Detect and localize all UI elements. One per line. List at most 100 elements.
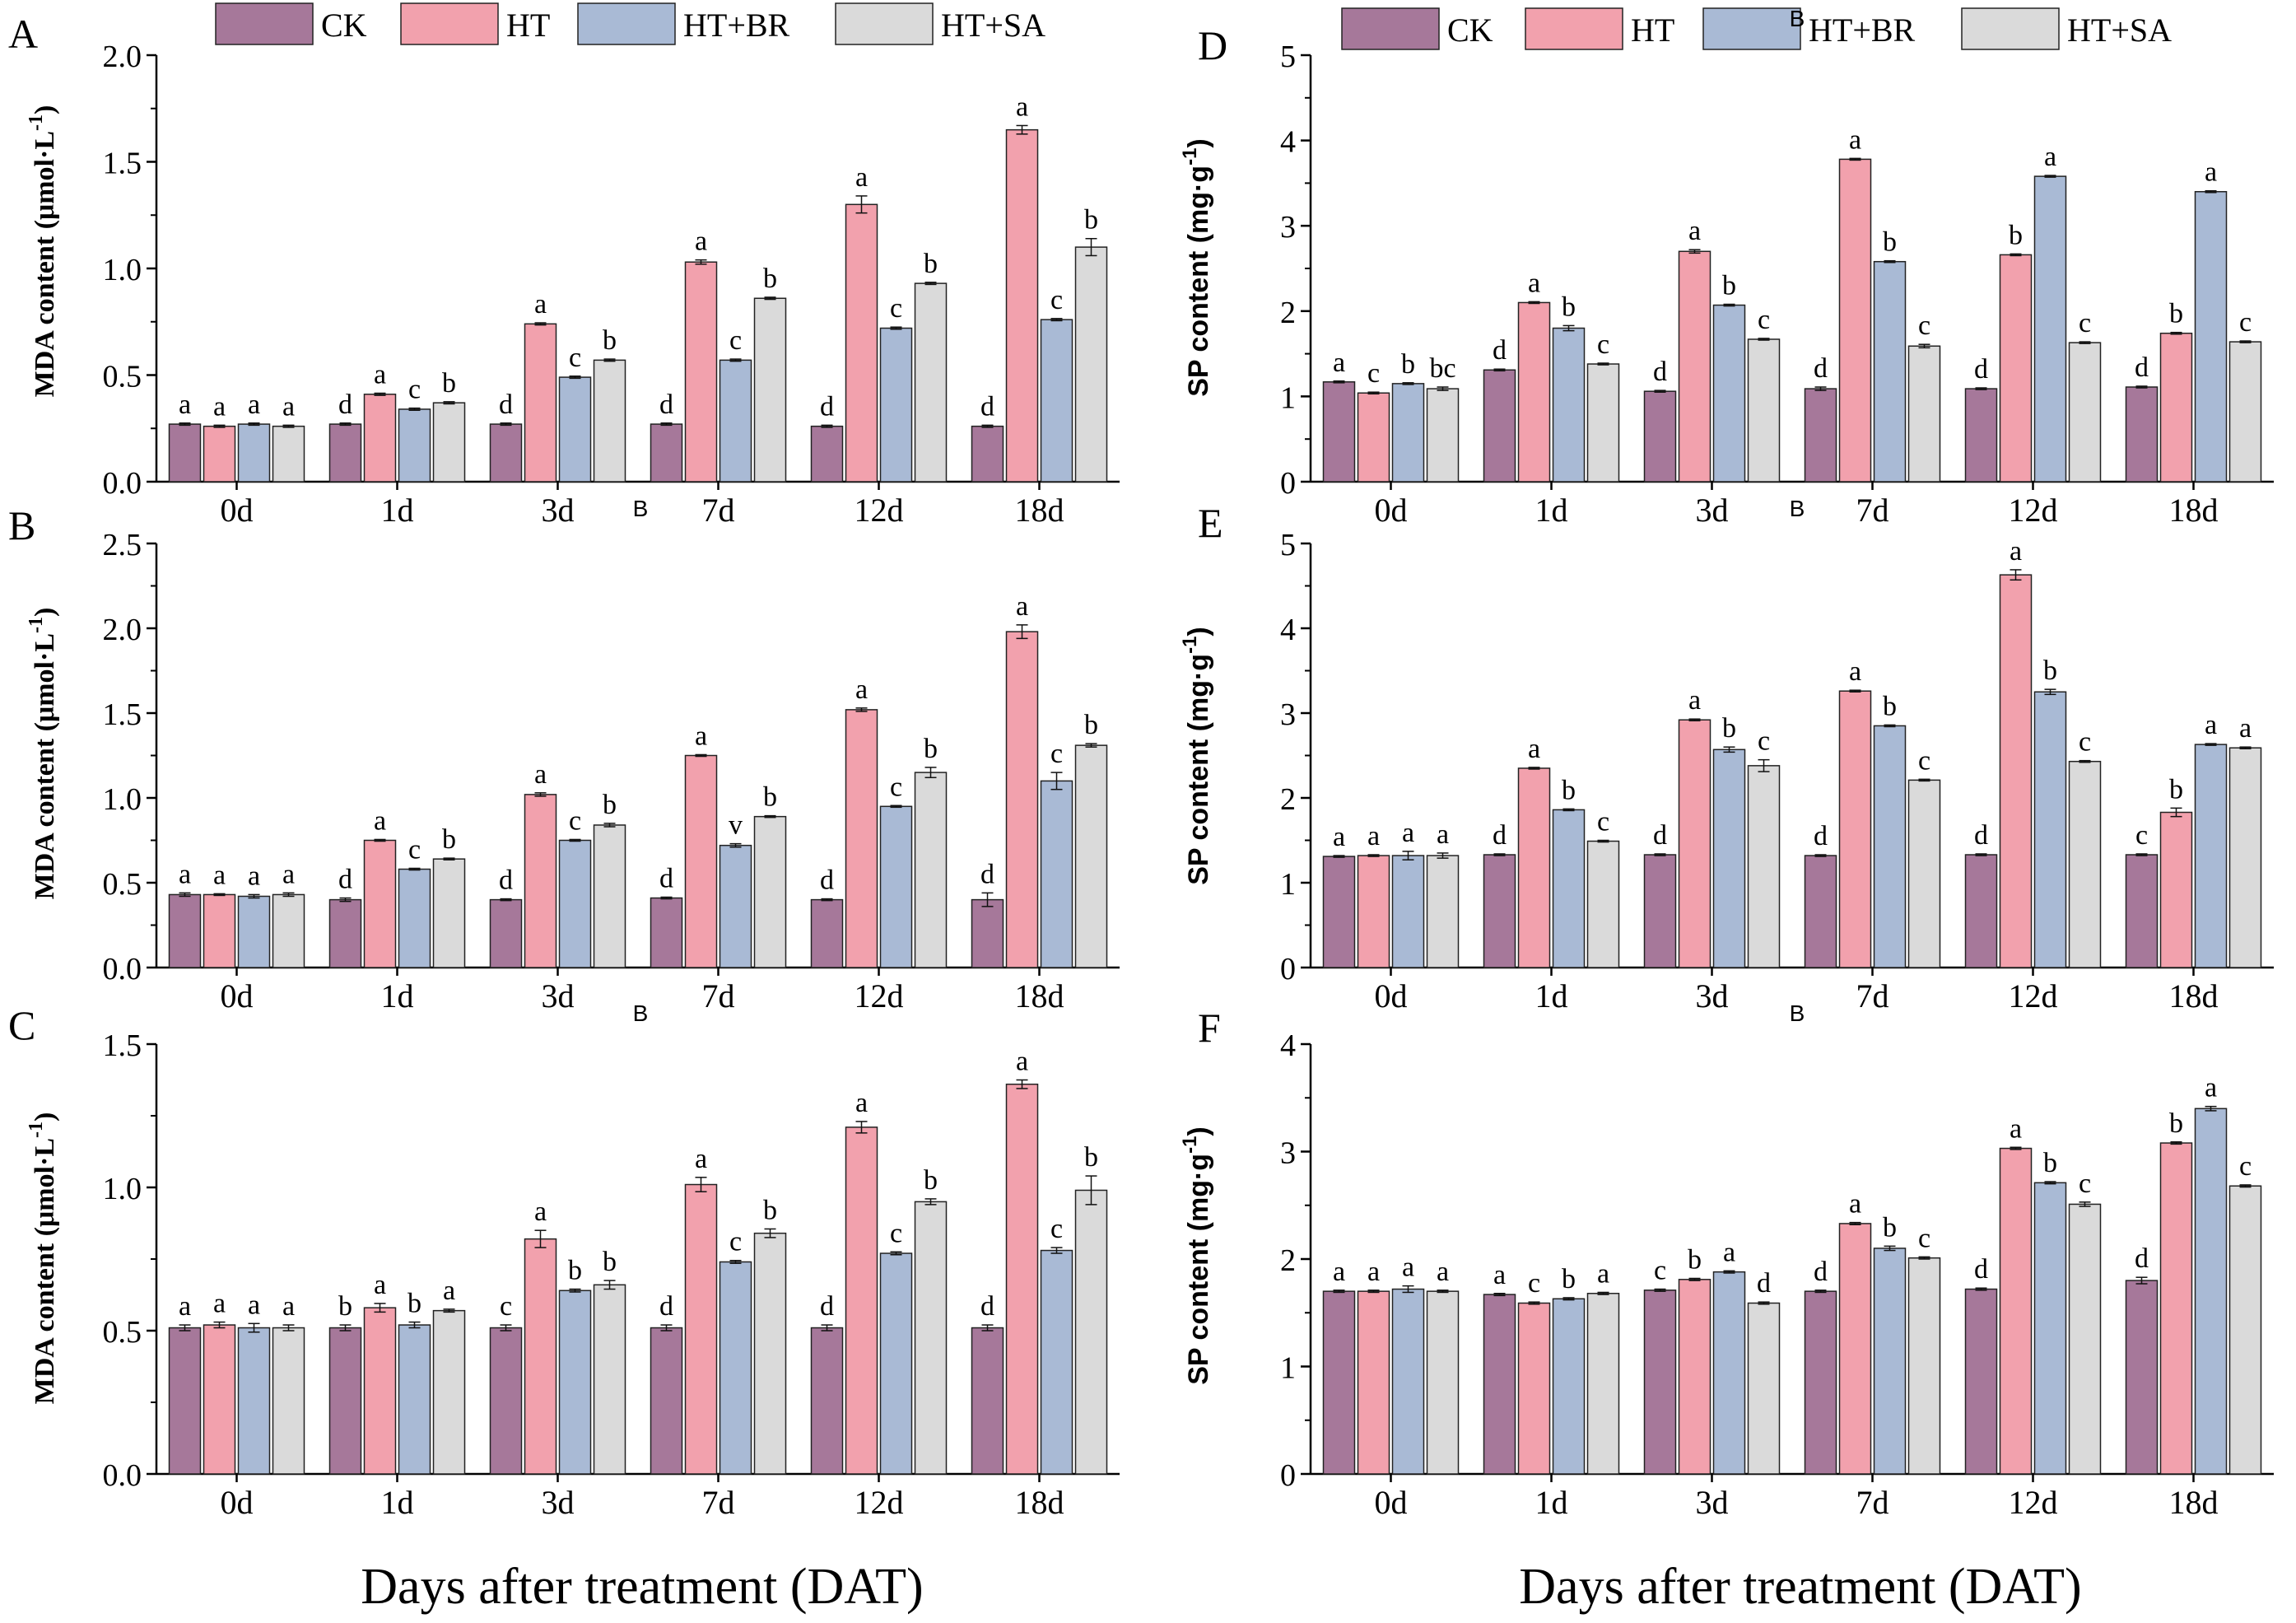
bar-ck-7d [650, 1327, 683, 1475]
bar-ht-br-12d [2033, 175, 2067, 483]
x-tick-label: 3d [1696, 1484, 1729, 1521]
significance-letter: a [855, 162, 868, 193]
bar-ht-sa-1d [1586, 1293, 1620, 1475]
bar-ht-7d [684, 261, 718, 483]
significance-letter: c [1050, 739, 1063, 769]
y-tick-label: 0 [1280, 1458, 1296, 1493]
bar-ht-br-12d [879, 1252, 913, 1475]
bar-ck-0d [1322, 856, 1356, 968]
bar-ht-12d [845, 709, 878, 968]
y-tick-label: 1.0 [103, 782, 142, 817]
significance-letter: b [1688, 1244, 1702, 1275]
x-axis-title-left: Days after treatment (DAT) [361, 1559, 923, 1615]
bar-ck-0d [1322, 381, 1356, 483]
x-tick-label: 0d [1375, 492, 1408, 529]
significance-letter: c [890, 772, 902, 802]
bar-ht-br-3d [1712, 1271, 1746, 1475]
bar-ck-12d [810, 1327, 844, 1475]
significance-letter: d [338, 865, 352, 895]
bar-ht-sa-18d [2228, 747, 2262, 968]
significance-letter: b [2009, 220, 2023, 250]
y-tick-label: 0 [1280, 952, 1296, 986]
bar-ht-sa-0d [272, 893, 305, 968]
significance-letter: c [890, 293, 902, 324]
significance-letter: a [1528, 268, 1540, 298]
bar-ht-br-3d [1712, 749, 1746, 968]
bar-ht-sa-12d [914, 1201, 948, 1475]
x-tick-label: 3d [542, 1484, 575, 1521]
panel-B: B 0.0 0.5 1.0 1.5 2.0 2.5 MDA content (μmol·L-1… [8, 502, 1120, 1014]
x-tick-label: 0d [221, 977, 254, 1014]
y-tick-label: 1.0 [103, 1172, 142, 1206]
bar-ck-0d [168, 423, 202, 483]
bar-ht-br-1d [398, 408, 431, 483]
panel-label: F [1198, 1005, 1221, 1051]
significance-letter: b [442, 824, 456, 855]
significance-letter: b [442, 368, 456, 399]
x-tick-label: 12d [2009, 1484, 2058, 1521]
significance-letter: a [2239, 713, 2252, 744]
significance-letter: c [1528, 1268, 1540, 1299]
significance-letter: b [1401, 349, 1415, 380]
bar-ht-12d [1999, 254, 2033, 483]
legend-label: CK [1447, 12, 1493, 49]
x-tick-label: 0d [1375, 977, 1408, 1014]
y-tick-label: 1.5 [103, 697, 142, 732]
bar-ht-sa-0d [272, 425, 305, 483]
bar-ck-7d [650, 423, 683, 483]
significance-letter: d [980, 859, 994, 889]
significance-letter: b [568, 1256, 582, 1286]
bar-ht-br-18d [1040, 1249, 1073, 1475]
bar-ht-sa-12d [2068, 760, 2102, 968]
significance-letter: c [1758, 726, 1770, 757]
bar-ht-sa-7d [753, 1232, 787, 1475]
x-tick-label: 7d [1856, 492, 1889, 529]
significance-letter: c [1758, 305, 1770, 335]
bar-ht-18d [2159, 1142, 2193, 1475]
bar-ht-sa-12d [2068, 342, 2102, 483]
y-tick-label: 2 [1280, 782, 1296, 817]
y-tick-label: 0.5 [103, 867, 142, 902]
significance-letter: a [1367, 1257, 1380, 1287]
significance-letter: v [729, 810, 743, 841]
significance-letter: a [1723, 1237, 1735, 1267]
bar-ck-3d [489, 423, 523, 483]
bar-ht-br-7d [1873, 260, 1907, 483]
significance-letter: a [1016, 91, 1028, 122]
bar-ht-sa-7d [753, 297, 787, 483]
bar-ht-3d [1678, 1279, 1712, 1475]
bar-ht-3d [1678, 719, 1712, 968]
bar-ck-0d [1322, 1290, 1356, 1475]
y-tick-label: 1 [1280, 867, 1296, 902]
legend-label: HT [1631, 12, 1674, 49]
bar-ck-12d [810, 425, 844, 483]
significance-letter: d [1974, 820, 1988, 851]
y-tick-label: 2 [1280, 1243, 1296, 1278]
panel-label: A [8, 11, 38, 57]
significance-letter: c [1597, 329, 1609, 360]
bar-ht-br-0d [1391, 1288, 1425, 1475]
significance-letter: d [820, 391, 834, 422]
significance-letter: a [534, 289, 547, 319]
bar-ht-1d [1517, 767, 1551, 968]
y-tick-label: 1.5 [103, 147, 142, 181]
bar-ck-18d [971, 898, 1004, 968]
significance-letter: a [855, 674, 868, 705]
bar-ht-br-7d [1873, 725, 1907, 968]
x-tick-label: 3d [542, 977, 575, 1014]
x-tick-label: 18d [1015, 492, 1064, 529]
significance-letter: b [763, 1195, 777, 1225]
bar-ht-12d [1999, 1147, 2033, 1475]
bar-ht-3d [524, 1238, 557, 1475]
x-tick-label: 1d [1535, 492, 1568, 529]
significance-letter: b [1562, 291, 1576, 322]
bar-ht-br-12d [2033, 1182, 2067, 1475]
x-tick-label: 3d [542, 492, 575, 529]
significance-letter: b [924, 1165, 938, 1196]
significance-letter: b [924, 249, 938, 279]
significance-letter: c [729, 1227, 742, 1257]
significance-letter: d [338, 389, 352, 420]
